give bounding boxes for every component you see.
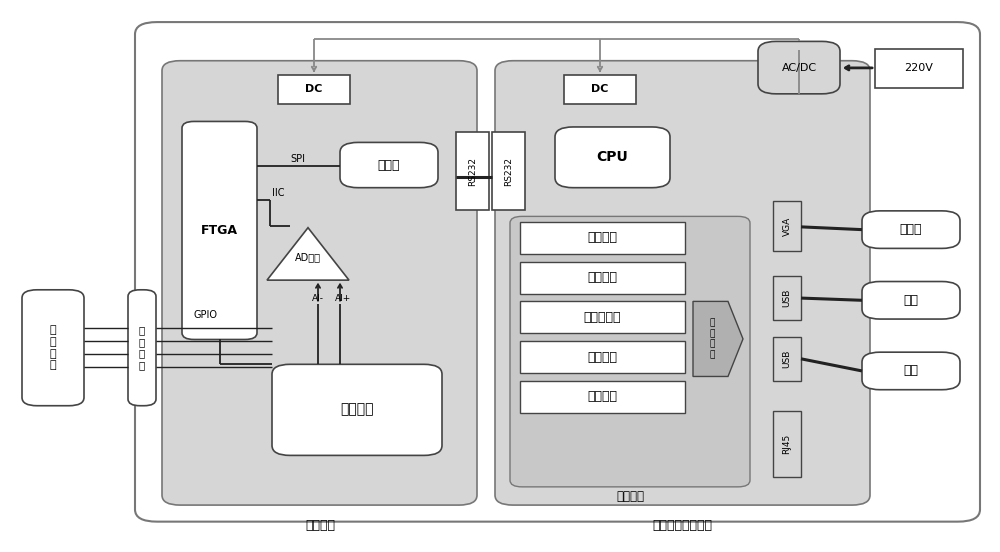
FancyBboxPatch shape [862,211,960,248]
FancyBboxPatch shape [555,127,670,188]
Text: USB: USB [782,289,792,307]
Text: 数据库存储: 数据库存储 [584,311,621,324]
FancyBboxPatch shape [22,290,84,406]
Text: VGA: VGA [782,217,792,236]
FancyBboxPatch shape [128,290,156,406]
FancyBboxPatch shape [340,142,438,188]
FancyBboxPatch shape [773,337,801,381]
Text: DC: DC [305,84,323,94]
Text: 测试版卡: 测试版卡 [305,519,335,532]
Text: 结果显示: 结果显示 [588,390,618,404]
Text: RJ45: RJ45 [782,434,792,454]
Text: 恒流源: 恒流源 [378,158,400,172]
Text: 接
触
电
阻: 接 触 电 阻 [50,325,56,370]
Text: 控制开关: 控制开关 [340,402,374,417]
FancyBboxPatch shape [773,201,801,251]
Text: 数据处理: 数据处理 [588,351,618,364]
Text: RS232: RS232 [504,157,513,185]
FancyBboxPatch shape [520,301,685,333]
Text: 220V: 220V [905,63,933,73]
Text: FTGA: FTGA [201,224,238,237]
FancyBboxPatch shape [520,341,685,373]
Text: 鼠标: 鼠标 [904,364,918,378]
FancyBboxPatch shape [773,411,801,477]
Text: SPI: SPI [290,154,306,164]
Text: AI-: AI- [312,294,324,302]
FancyBboxPatch shape [520,222,685,254]
FancyBboxPatch shape [135,22,980,522]
Text: 测
试
接
口: 测 试 接 口 [139,325,145,370]
Text: IIC: IIC [272,188,284,198]
FancyBboxPatch shape [495,61,870,505]
FancyBboxPatch shape [182,121,257,339]
Text: USB: USB [782,349,792,368]
Text: CPU: CPU [597,150,628,164]
FancyBboxPatch shape [162,61,477,505]
Text: DC: DC [591,84,609,94]
Text: 系统软件: 系统软件 [616,490,644,503]
FancyBboxPatch shape [520,381,685,413]
Text: AD采集: AD采集 [295,252,321,262]
Text: 串口通讯: 串口通讯 [588,231,618,245]
Text: AC/DC: AC/DC [781,63,817,73]
FancyBboxPatch shape [862,352,960,390]
FancyBboxPatch shape [278,75,350,104]
FancyBboxPatch shape [492,132,525,210]
Text: 测试控制: 测试控制 [588,271,618,284]
FancyBboxPatch shape [564,75,636,104]
FancyBboxPatch shape [862,282,960,319]
Text: 液晶屏: 液晶屏 [900,223,922,236]
FancyBboxPatch shape [510,216,750,487]
Text: GPIO: GPIO [193,310,217,320]
FancyBboxPatch shape [272,364,442,455]
Polygon shape [267,227,349,280]
FancyBboxPatch shape [773,276,801,320]
Text: 嵌入式工业计算机: 嵌入式工业计算机 [652,519,712,532]
Text: 键盘: 键盘 [904,294,918,307]
FancyBboxPatch shape [875,49,963,88]
FancyBboxPatch shape [456,132,489,210]
FancyBboxPatch shape [758,41,840,94]
FancyBboxPatch shape [520,262,685,294]
Polygon shape [693,301,743,376]
Text: 数
据
报
表: 数 据 报 表 [709,319,715,359]
Text: RS232: RS232 [468,157,477,185]
Text: AI+: AI+ [335,294,351,302]
